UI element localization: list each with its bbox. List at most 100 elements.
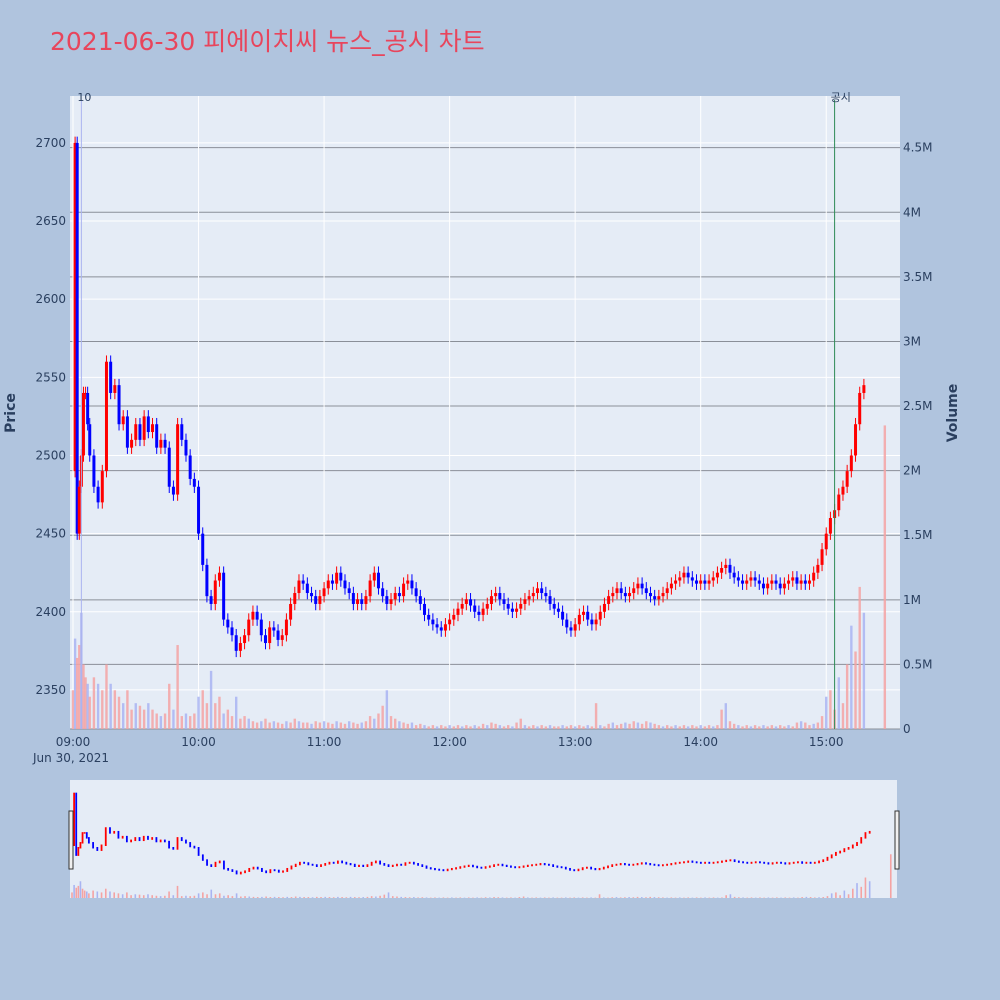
volume-bar — [339, 722, 343, 729]
candle-body — [297, 580, 301, 594]
range-volume-bar — [421, 897, 424, 898]
candle-body — [209, 596, 213, 604]
price-gridlines — [70, 142, 900, 691]
volume-bar — [444, 726, 447, 729]
volume-axis: 0 0.5M 1M 1.5M 2M 2.5M 3M 3.5M 4M 4.5M — [903, 141, 932, 736]
volume-bar — [720, 709, 723, 729]
volume-bar — [297, 721, 301, 729]
range-slider-handle-left[interactable] — [68, 810, 74, 870]
time-tick-label: 14:00 — [683, 735, 718, 749]
candle-body — [376, 572, 380, 589]
range-volume-bar — [725, 895, 727, 898]
candle-body — [594, 619, 598, 625]
volume-bar — [385, 690, 389, 729]
volume-bar — [347, 721, 351, 729]
volume-bar — [172, 709, 175, 729]
candle-body — [167, 447, 171, 487]
volume-bar — [808, 725, 811, 729]
volume-bar — [544, 726, 548, 729]
range-volume-bar — [708, 897, 711, 899]
candle-body — [837, 494, 841, 511]
range-volume-bar — [835, 892, 837, 898]
candle-body — [732, 572, 736, 578]
range-volume-bar — [594, 897, 597, 899]
volume-bar — [322, 721, 326, 729]
candle-body — [272, 627, 276, 631]
range-volume-bar — [383, 894, 386, 898]
candle-body — [293, 593, 297, 604]
price-tick-label: 2350 — [35, 683, 66, 697]
range-volume-bar — [801, 897, 803, 898]
volume-bar — [293, 718, 296, 729]
range-slider[interactable] — [68, 780, 900, 899]
candle-body — [330, 580, 334, 584]
range-volume-bar — [370, 896, 373, 898]
range-volume-bar — [391, 896, 394, 898]
volume-bar — [197, 696, 200, 729]
candle-body — [351, 593, 355, 604]
volume-bar — [594, 703, 598, 729]
price-tick-label: 2500 — [35, 448, 66, 462]
range-volume-bar — [121, 894, 124, 898]
volume-bar — [494, 723, 497, 729]
volume-bar — [779, 725, 782, 729]
range-volume-bar — [159, 896, 162, 898]
range-volume-bar — [315, 896, 318, 898]
range-volume-bar — [218, 893, 221, 898]
volume-bar — [624, 722, 627, 729]
volume-tick-label: 3.5M — [903, 270, 932, 284]
range-volume-bar — [463, 897, 466, 899]
range-volume-bar — [417, 897, 419, 898]
volume-bar — [230, 716, 234, 729]
range-volume-bar — [104, 888, 107, 898]
volume-bar — [398, 721, 401, 729]
candle-body — [73, 142, 77, 472]
candle-body — [741, 580, 745, 584]
volume-bar — [536, 726, 539, 729]
range-volume-bar — [666, 897, 668, 899]
range-volume-bar — [497, 897, 500, 898]
volume-bar — [578, 725, 581, 729]
volume-tick-label: 4M — [903, 205, 921, 219]
range-volume-bar — [81, 888, 84, 898]
candle-body — [816, 564, 820, 573]
candle-body — [360, 599, 364, 604]
range-volume-bar — [889, 854, 892, 898]
range-volume-bar — [628, 897, 630, 898]
candle-body — [623, 593, 627, 597]
volume-bar — [255, 722, 259, 729]
volume-bar — [515, 722, 518, 729]
range-volume-bar — [185, 895, 187, 898]
candle-body — [171, 486, 175, 495]
candle-body — [648, 593, 652, 597]
range-volume-bar — [535, 897, 538, 898]
candle-body — [849, 455, 853, 472]
candle-body — [841, 486, 845, 495]
range-slider-handle-right[interactable] — [894, 810, 900, 870]
range-volume-bar — [480, 897, 483, 899]
range-volume-bar — [539, 897, 542, 899]
range-volume-bar — [548, 897, 550, 899]
range-volume-bar — [85, 891, 88, 898]
candle-body — [481, 608, 485, 615]
range-volume-bar — [586, 897, 588, 899]
range-volume-bar — [252, 896, 255, 898]
candle-body — [485, 603, 489, 609]
range-volume-bar — [683, 897, 685, 899]
range-volume-bar — [83, 890, 86, 898]
volume-bar — [452, 726, 455, 729]
volume-bar — [406, 723, 409, 729]
volume-bar — [368, 716, 372, 729]
candle-body — [414, 588, 418, 597]
annotation-markers: 10 공시 — [77, 91, 851, 729]
volume-bar — [314, 721, 317, 729]
range-volume-bar — [581, 897, 584, 898]
volume-bar — [201, 690, 204, 729]
range-volume-bar — [240, 896, 242, 898]
range-volume-bar — [307, 897, 310, 898]
volume-bar — [180, 716, 183, 729]
candle-body — [828, 518, 832, 534]
volume-bar — [477, 726, 481, 729]
range-volume-bar — [73, 884, 75, 898]
candle-body — [678, 577, 682, 581]
